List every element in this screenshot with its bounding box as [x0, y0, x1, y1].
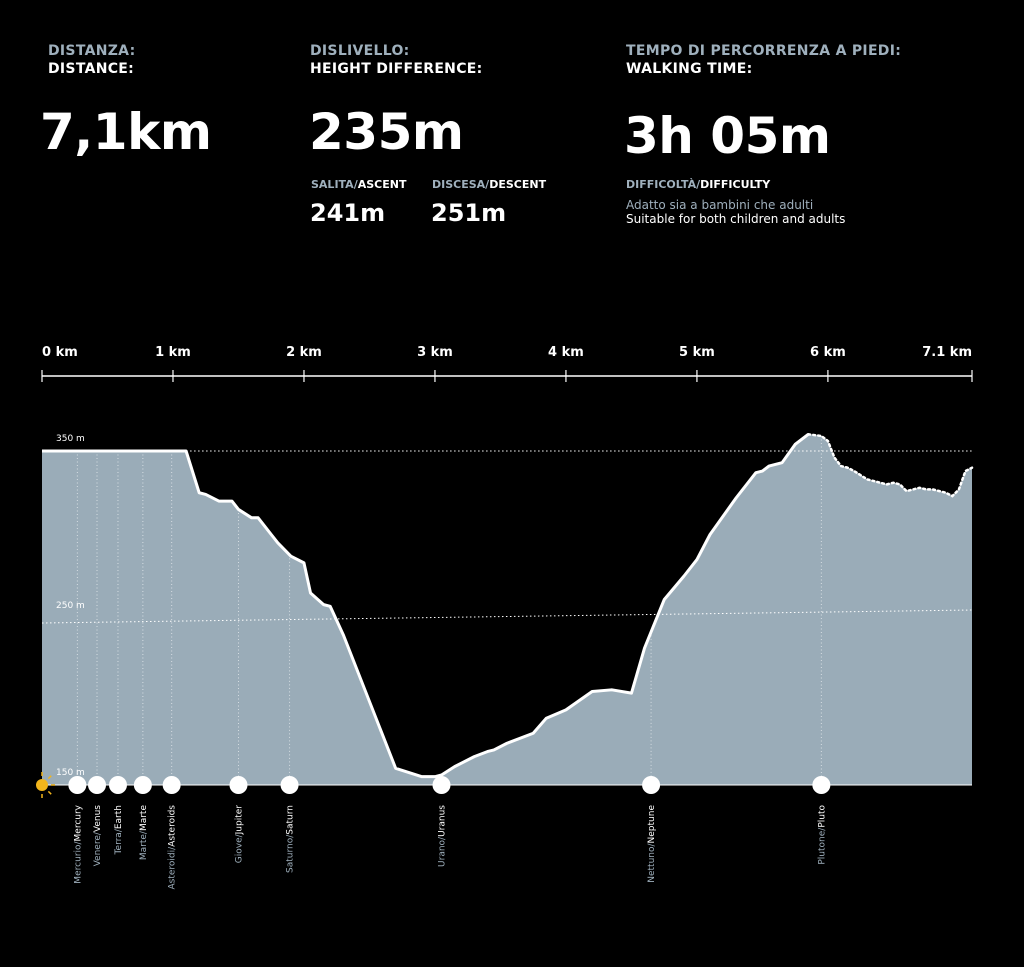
- planet-label-en: Saturn: [286, 805, 296, 835]
- planet-marker: [229, 776, 248, 794]
- planet-marker: [108, 776, 127, 794]
- distance-tick-label: 2 km: [286, 345, 322, 360]
- distance-tick-label: 7.1 km: [922, 345, 972, 360]
- descent-sep: /: [485, 178, 490, 191]
- planet-label: Asteroidi/Asteroids: [168, 805, 178, 890]
- distance-tick-label: 4 km: [548, 345, 584, 360]
- planet-marker: [68, 776, 87, 794]
- sun-ray: [47, 790, 52, 795]
- elevation-label: 150 m: [56, 768, 85, 778]
- planet-label: Mercurio/Mercury: [73, 804, 83, 883]
- planet-label-en: Marte: [139, 805, 149, 832]
- planet-label-it: Asteroidi/: [168, 846, 178, 890]
- elevation-area: [42, 434, 972, 785]
- planet-marker: [812, 776, 831, 794]
- difficulty-desc-it: Adatto sia a bambini che adulti: [626, 198, 814, 212]
- distance-stat: DISTANZA: DISTANCE:: [48, 42, 135, 78]
- planet-label-it: Nettuno/: [647, 843, 657, 883]
- planet-marker: [642, 776, 661, 794]
- distance-tick-label: 5 km: [679, 345, 715, 360]
- descent-label-en: DESCENT: [489, 178, 547, 191]
- ascent-label-en: ASCENT: [357, 178, 407, 191]
- time-stat: TEMPO DI PERCORRENZA A PIEDI: WALKING TI…: [626, 42, 901, 78]
- planet-label: Terra/Earth: [114, 805, 124, 855]
- planet-label: Nettuno/Neptune: [647, 805, 657, 883]
- time-value: 3h 05m: [624, 107, 831, 165]
- distance-label-it: DISTANZA:: [48, 43, 136, 59]
- planet-label-it: Saturno/: [286, 834, 296, 873]
- planet-label: Plutone/Pluto: [817, 805, 827, 865]
- planet-label-it: Giove/: [234, 833, 244, 863]
- descent-label-it: DISCESA: [432, 178, 486, 191]
- planet-label: Giove/Jupiter: [234, 805, 244, 864]
- distance-tick-label: 3 km: [417, 345, 453, 360]
- sun-icon: [36, 772, 55, 798]
- difficulty-desc-en: Suitable for both children and adults: [626, 212, 846, 226]
- time-label-it: TEMPO DI PERCORRENZA A PIEDI:: [626, 43, 902, 59]
- planet-label-it: Venere/: [93, 831, 103, 866]
- height-stat: DISLIVELLO: HEIGHT DIFFERENCE:: [310, 42, 483, 78]
- planet-label-en: Earth: [114, 805, 124, 829]
- difficulty-sep: /: [696, 178, 701, 191]
- planet-marker: [133, 776, 152, 794]
- ascent-label: SALITA/ASCENT: [311, 178, 406, 192]
- distance-value: 7,1km: [40, 103, 212, 161]
- planet-label-en: Mercury: [73, 804, 83, 841]
- planet-marker: [88, 776, 107, 794]
- distance-tick-label: 0 km: [42, 345, 78, 360]
- sun-ray: [47, 775, 52, 780]
- elevation-profile-line: [42, 433, 810, 779]
- planet-label: Venere/Venus: [93, 805, 103, 867]
- difficulty-label-en: DIFFICULTY: [700, 178, 771, 191]
- difficulty-label-it: DIFFICOLTÀ: [626, 178, 697, 191]
- elevation-profile-line-dotted: [807, 433, 974, 498]
- planet-marker: [432, 776, 451, 794]
- planet-marker: [280, 776, 299, 794]
- time-label-en: WALKING TIME:: [626, 61, 753, 77]
- height-label-it: DISLIVELLO:: [310, 43, 410, 59]
- elevation-label: 250 m: [56, 601, 85, 611]
- planet-label-en: Jupiter: [234, 805, 244, 836]
- planet-label-it: Mercurio/: [73, 841, 83, 884]
- planet-label: Saturno/Saturn: [286, 805, 296, 873]
- planet-label-it: Terra/: [114, 828, 124, 855]
- planet-label-it: Urano/: [438, 836, 448, 867]
- distance-tick-label: 6 km: [810, 345, 846, 360]
- planet-label: Urano/Uranus: [438, 805, 448, 867]
- planet-label-en: Neptune: [647, 805, 657, 844]
- sun-core: [36, 779, 48, 791]
- planet-marker: [162, 776, 181, 794]
- planet-label-en: Venus: [93, 805, 103, 832]
- planet-label-it: Marte/: [139, 830, 149, 860]
- reference-line-250: [41, 609, 973, 624]
- height-label-en: HEIGHT DIFFERENCE:: [310, 61, 483, 77]
- ascent-label-it: SALITA: [311, 178, 354, 191]
- distance-tick-label: 1 km: [155, 345, 191, 360]
- descent-label: DISCESA/DESCENT: [432, 178, 546, 192]
- distance-label-en: DISTANCE:: [48, 61, 135, 77]
- planet-label-en: Asteroids: [168, 805, 178, 847]
- planet-label: Marte/Marte: [139, 805, 149, 861]
- planet-label-en: Uranus: [438, 805, 448, 837]
- ascent-sep: /: [353, 178, 358, 191]
- planet-label-en: Pluto: [817, 805, 827, 828]
- ascent-value: 241m: [310, 199, 386, 227]
- elevation-label: 350 m: [56, 434, 85, 444]
- descent-value: 251m: [431, 199, 507, 227]
- height-value: 235m: [309, 103, 464, 161]
- difficulty-label: DIFFICOLTÀ/DIFFICULTY: [626, 178, 770, 192]
- planet-label-it: Plutone/: [817, 827, 827, 865]
